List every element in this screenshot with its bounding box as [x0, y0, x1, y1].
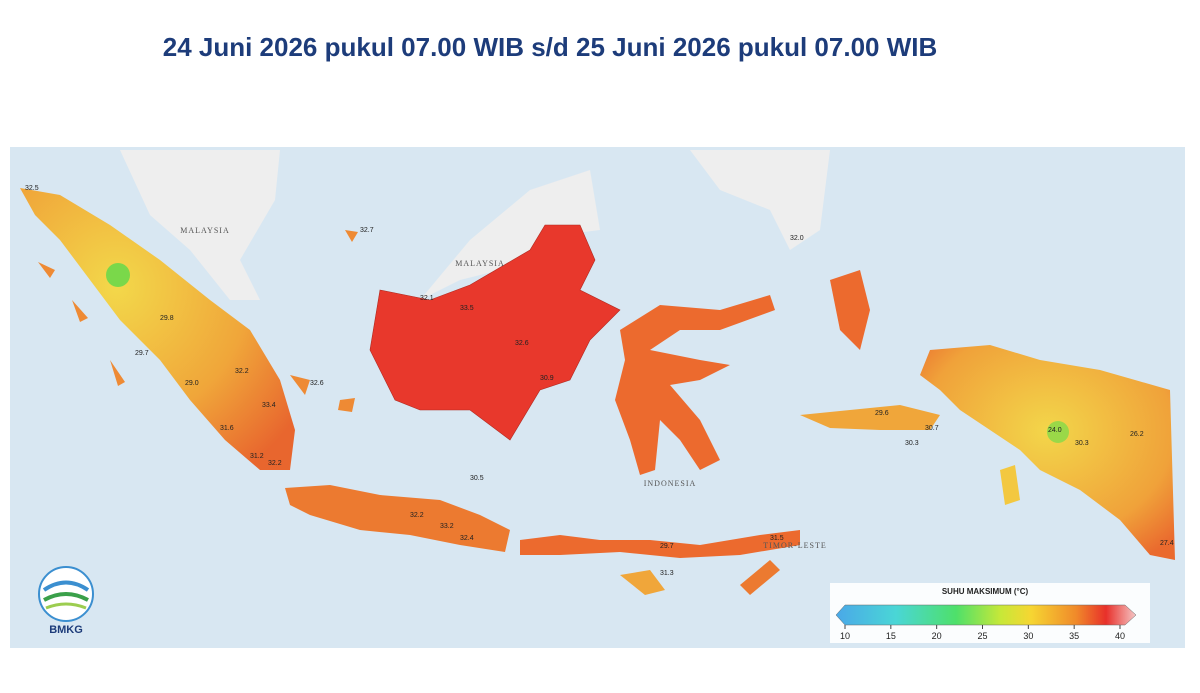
colorbar-tick-label: 30 [1023, 631, 1033, 641]
value-label: 32.2 [410, 512, 424, 519]
philippines-land [690, 150, 830, 250]
value-label: 26.2 [1130, 431, 1144, 438]
value-label: 32.6 [310, 380, 324, 387]
value-label: 29.7 [660, 543, 674, 550]
value-label: 30.9 [540, 375, 554, 382]
map-title: 24 Juni 2026 pukul 07.00 WIB s/d 25 Juni… [162, 32, 938, 62]
place-label: MALAYSIA [180, 226, 230, 235]
value-label: 30.3 [905, 440, 919, 447]
value-label: 27.4 [1160, 540, 1174, 547]
colorbar-tick-label: 10 [840, 631, 850, 641]
papua [920, 345, 1175, 560]
halmahera [830, 270, 870, 350]
place-label: MALAYSIA [455, 259, 505, 268]
seram [800, 405, 940, 430]
value-label: 31.2 [250, 453, 264, 460]
value-label: 31.5 [770, 535, 784, 542]
value-label: 32.4 [460, 535, 474, 542]
value-label: 32.6 [515, 340, 529, 347]
nusa-tenggara [520, 530, 800, 558]
sumba [620, 570, 665, 595]
place-label: TIMOR-LESTE [763, 541, 826, 550]
colorbar-tick-label: 25 [977, 631, 987, 641]
value-label: 32.5 [25, 185, 39, 192]
place-label: INDONESIA [644, 479, 697, 488]
value-label: 29.8 [160, 315, 174, 322]
sulawesi [615, 295, 775, 475]
legend-title: SUHU MAKSIMUM (°C) [942, 587, 1029, 596]
colorbar-tick-label: 35 [1069, 631, 1079, 641]
value-label: 29.0 [185, 380, 199, 387]
value-label: 32.0 [790, 235, 804, 242]
value-label: 24.0 [1048, 427, 1062, 434]
value-label: 33.5 [460, 305, 474, 312]
java [285, 485, 510, 552]
value-label: 29.6 [875, 410, 889, 417]
malaysia-land [120, 150, 280, 300]
value-label: 32.1 [420, 295, 434, 302]
bmkg-logo: BMKG [38, 566, 94, 636]
value-label: 33.2 [440, 523, 454, 530]
value-label: 32.7 [360, 227, 374, 234]
timor [740, 560, 780, 595]
aru [1000, 465, 1020, 505]
cool-spot [1047, 421, 1069, 443]
value-label: 30.7 [925, 425, 939, 432]
value-label: 31.3 [660, 570, 674, 577]
colorbar [835, 604, 1137, 626]
colorbar-tick-label: 40 [1115, 631, 1125, 641]
colorbar-tick-label: 20 [932, 631, 942, 641]
logo-text: BMKG [49, 624, 83, 636]
value-label: 32.2 [235, 368, 249, 375]
value-label: 33.4 [262, 402, 276, 409]
value-label: 30.3 [1075, 440, 1089, 447]
colorbar-tick-label: 15 [886, 631, 896, 641]
value-label: 30.5 [470, 475, 484, 482]
sumatra [20, 188, 295, 470]
malaysia-borneo-land [420, 170, 600, 300]
value-label: 31.6 [220, 425, 234, 432]
cool-spot [106, 263, 130, 287]
value-label: 29.7 [135, 350, 149, 357]
value-label: 32.2 [268, 460, 282, 467]
kalimantan [369, 224, 621, 441]
